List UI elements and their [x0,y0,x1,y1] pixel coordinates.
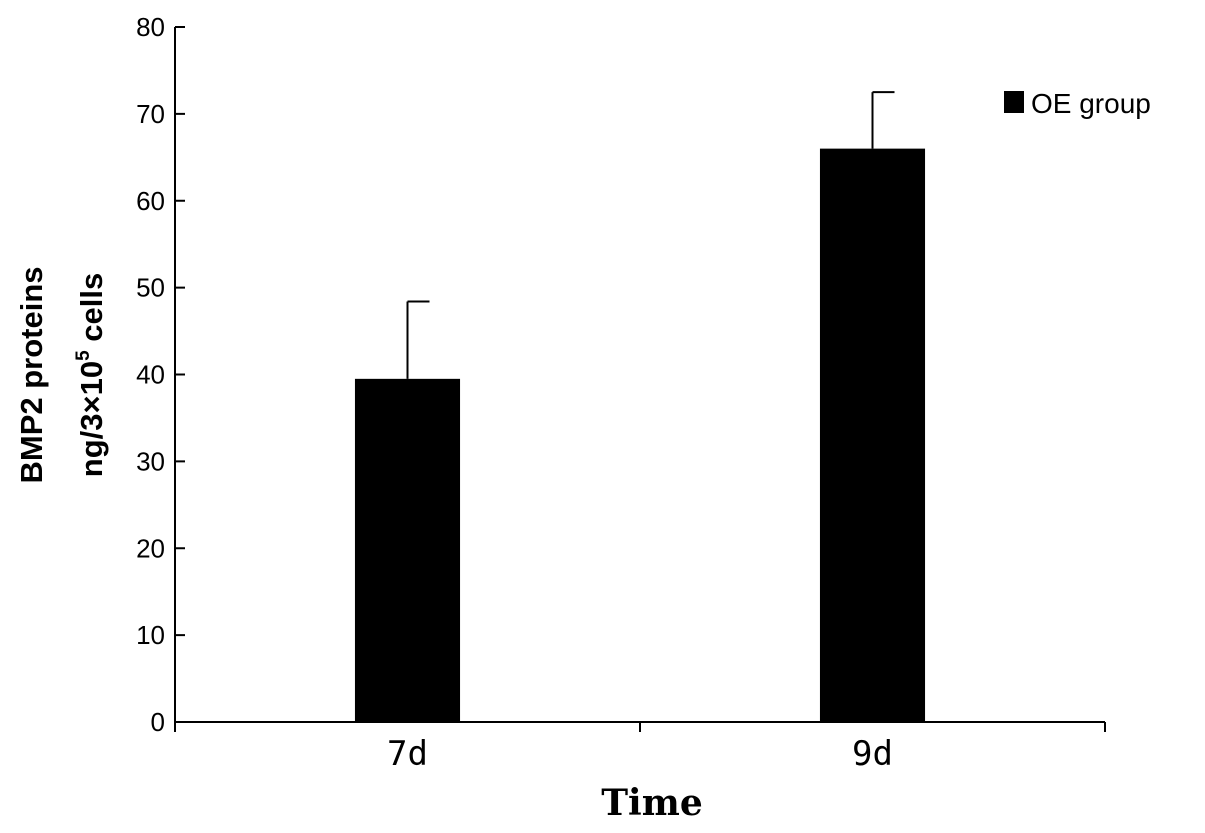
y-tick-label: 40 [136,360,165,390]
y-tick-label: 50 [136,273,165,303]
legend-label: OE group [1031,88,1151,119]
x-tick-label-7d: 7d [387,734,428,774]
x-axis-title: Time [601,782,702,824]
y-axis-title: BMP2 proteins ng/3×105 cells [14,266,109,483]
y-tick-label: 80 [136,12,165,42]
legend-swatch [1004,91,1024,113]
y-tick-label: 30 [136,446,165,476]
y-tick-label: 70 [136,99,165,129]
x-axis: 7d 9d [174,721,1106,774]
y-axis: 0 10 20 30 40 50 60 70 80 [136,12,185,737]
y-axis-title-line2: ng/3×105 cells [73,273,109,477]
y-axis-title-line1: BMP2 proteins [14,266,49,483]
y-tick-label: 10 [136,620,165,650]
bars [354,91,926,722]
bar-7d [354,378,461,722]
bar-9d [819,148,926,722]
legend: OE group [1004,88,1151,119]
x-tick-label-9d: 9d [852,734,893,774]
y-tick-label: 20 [136,533,165,563]
y-tick-label: 60 [136,186,165,216]
y-tick-label: 0 [151,707,165,737]
